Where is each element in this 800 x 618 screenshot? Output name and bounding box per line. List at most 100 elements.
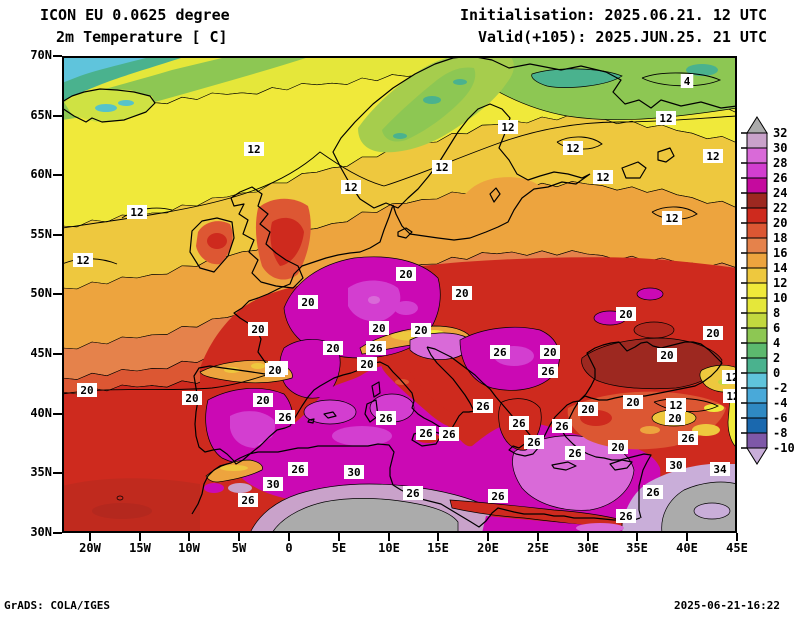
lon-tick <box>388 533 390 541</box>
svg-text:26: 26 <box>493 346 507 359</box>
colorbar-tick-label: -8 <box>773 426 787 440</box>
lon-tick-label: 25E <box>527 541 549 555</box>
svg-text:12: 12 <box>665 212 678 225</box>
svg-text:12: 12 <box>669 399 682 412</box>
lat-tick <box>53 532 62 534</box>
lon-tick <box>238 533 240 541</box>
svg-text:26: 26 <box>555 420 569 433</box>
lon-tick <box>686 533 688 541</box>
svg-text:26: 26 <box>291 463 305 476</box>
svg-text:12: 12 <box>659 112 672 125</box>
contour-label: 12 <box>723 389 737 403</box>
svg-text:26: 26 <box>241 494 255 507</box>
lat-tick-label: 55N <box>30 227 52 241</box>
contour-label: 26 <box>524 435 544 449</box>
model-title: ICON EU 0.0625 degree <box>40 6 230 24</box>
colorbar-tick-label: 8 <box>773 306 780 320</box>
parameter-title: 2m Temperature [ C] <box>56 28 228 46</box>
map-plot-area: 12 12 12 12 12 12 12 12 12 12 12 4 20 20 20 20 20 20 20 20 2… <box>62 56 737 533</box>
contour-label: 4 <box>680 74 694 88</box>
contour-label: 20 <box>703 326 723 340</box>
contour-label: 26 <box>275 410 295 424</box>
lon-tick-label: 5W <box>231 541 247 555</box>
contour-label: 12 <box>73 253 93 267</box>
contour-label: 20 <box>623 395 643 409</box>
contour-label: 20 <box>657 348 677 362</box>
colorbar-tick-label: 32 <box>773 126 787 140</box>
colorbar-tick-label: 24 <box>773 186 787 200</box>
contour-label: 12 <box>498 120 518 134</box>
svg-text:20: 20 <box>611 441 624 454</box>
temperature-anomaly-regions <box>62 56 737 533</box>
lon-tick-label: 40E <box>676 541 698 555</box>
colorbar-tick-label: 6 <box>773 321 780 335</box>
svg-text:20: 20 <box>706 327 719 340</box>
contour-label: 20 <box>253 393 273 407</box>
lon-tick <box>89 533 91 541</box>
svg-text:4: 4 <box>684 75 691 88</box>
lon-tick <box>487 533 489 541</box>
coastlines <box>62 56 737 528</box>
lat-tick <box>53 115 62 117</box>
svg-text:20: 20 <box>251 323 264 336</box>
temperature-map: 12 12 12 12 12 12 12 12 12 12 12 4 20 20 20 20 20 20 20 20 2… <box>62 56 737 533</box>
contour-label: 20 <box>540 345 560 359</box>
contour-label: 26 <box>416 426 436 440</box>
contour-label: 26 <box>509 416 529 430</box>
contour-label: 20 <box>411 323 431 337</box>
contour-label: 26 <box>616 509 636 523</box>
map-frame <box>62 56 737 533</box>
lon-tick <box>338 533 340 541</box>
lat-tick <box>53 293 62 295</box>
contour-label: 20 <box>608 440 628 454</box>
lon-tick <box>537 533 539 541</box>
contour-label: 20 <box>182 391 202 405</box>
contour-label: 30 <box>666 458 686 472</box>
svg-text:20: 20 <box>80 384 93 397</box>
colorbar-tick-label: 20 <box>773 216 787 230</box>
svg-text:20: 20 <box>414 324 427 337</box>
lon-tick-label: 0 <box>285 541 293 555</box>
colorbar-tick-label: 4 <box>773 336 780 350</box>
contour-labels: 12 12 12 12 12 12 12 12 12 12 12 4 20 20 20 20 20 20 20 20 2… <box>73 74 737 523</box>
grads-credit: GrADS: COLA/IGES <box>4 599 110 612</box>
contour-label: 26 <box>565 446 585 460</box>
colorbar-tick-label: 10 <box>773 291 787 305</box>
svg-text:20: 20 <box>455 287 468 300</box>
contour-label: 20 <box>265 363 285 377</box>
lat-tick <box>53 413 62 415</box>
svg-text:12: 12 <box>725 371 737 384</box>
lat-tick-label: 30N <box>30 525 52 539</box>
svg-text:26: 26 <box>619 510 633 523</box>
contour-label: 12 <box>127 205 147 219</box>
colorbar-tick-label: -2 <box>773 381 787 395</box>
contour-label: 12 <box>666 398 686 412</box>
contour-label: 20 <box>665 411 685 425</box>
colorbar-tick-label: 12 <box>773 276 787 290</box>
lon-tick-label: 15W <box>129 541 151 555</box>
svg-text:26: 26 <box>646 486 660 499</box>
contour-label: 12 <box>341 180 361 194</box>
svg-text:26: 26 <box>476 400 490 413</box>
lon-tick <box>188 533 190 541</box>
lat-tick <box>53 234 62 236</box>
svg-text:20: 20 <box>326 342 339 355</box>
lat-tick-label: 45N <box>30 346 52 360</box>
contour-label: 12 <box>593 170 613 184</box>
contour-label: 20 <box>248 322 268 336</box>
lon-tick-label: 45E <box>726 541 748 555</box>
contour-label: 26 <box>552 419 572 433</box>
lat-tick-label: 35N <box>30 465 52 479</box>
creation-timestamp: 2025-06-21-16:22 <box>674 599 780 612</box>
lon-tick-label: 20W <box>79 541 101 555</box>
init-time-label: Initialisation: 2025.06.21. 12 UTC <box>459 6 767 24</box>
svg-text:26: 26 <box>369 342 383 355</box>
lon-tick <box>587 533 589 541</box>
contour-label: 12 <box>703 149 723 163</box>
svg-text:12: 12 <box>344 181 357 194</box>
svg-text:26: 26 <box>278 411 292 424</box>
colorbar-tick-label: 30 <box>773 141 787 155</box>
colorbar-tick-label: -10 <box>773 441 795 455</box>
